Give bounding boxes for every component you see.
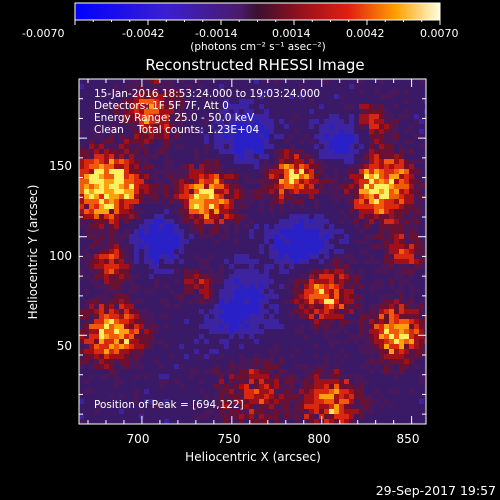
image-title: Reconstructed RHESSI Image: [145, 56, 364, 74]
colorbar-tick-label: 0.0014: [272, 27, 311, 40]
colorbar: -0.0070 -0.0042 -0.0014 0.0014 0.0042 0.…: [22, 2, 459, 53]
rhessi-map: [79, 79, 426, 424]
info-line-time: 15-Jan-2016 18:53:24.000 to 19:03:24.000: [94, 88, 320, 100]
colorbar-strip: [74, 2, 441, 21]
colorbar-tick-label: -0.0042: [122, 27, 164, 40]
colorbar-tick-label: -0.0014: [195, 27, 237, 40]
colorbar-unit-label: (photons cm⁻² s⁻¹ asec⁻²): [190, 41, 325, 53]
info-line-counts: Clean Total counts: 1.23E+04: [94, 124, 259, 136]
y-tick-label: 100: [49, 249, 72, 263]
y-tick-label: 50: [57, 339, 72, 353]
y-tick-label: 150: [49, 159, 72, 173]
x-tick-label: 700: [127, 432, 150, 446]
x-axis-label: Heliocentric X (arcsec): [185, 450, 321, 464]
plot-frame: [78, 78, 427, 425]
x-tick-label: 850: [397, 432, 420, 446]
footer-timestamp: 29-Sep-2017 19:57: [376, 483, 496, 498]
peak-position-text: Position of Peak = [694,122]: [94, 399, 244, 411]
colorbar-tick-label: 0.0042: [346, 27, 385, 40]
info-line-detectors: Detectors: 1F 5F 7F, Att 0: [94, 100, 229, 112]
y-axis-label: Heliocentric Y (arcsec): [26, 185, 40, 320]
colorbar-tick-label: -0.0070: [22, 27, 64, 40]
axis-ticks: [79, 78, 426, 424]
info-line-energy: Energy Range: 25.0 - 50.0 keV: [94, 112, 255, 124]
x-tick-label: 750: [218, 432, 241, 446]
x-tick-label: 800: [308, 432, 331, 446]
colorbar-tick-label: 0.0070: [420, 27, 459, 40]
